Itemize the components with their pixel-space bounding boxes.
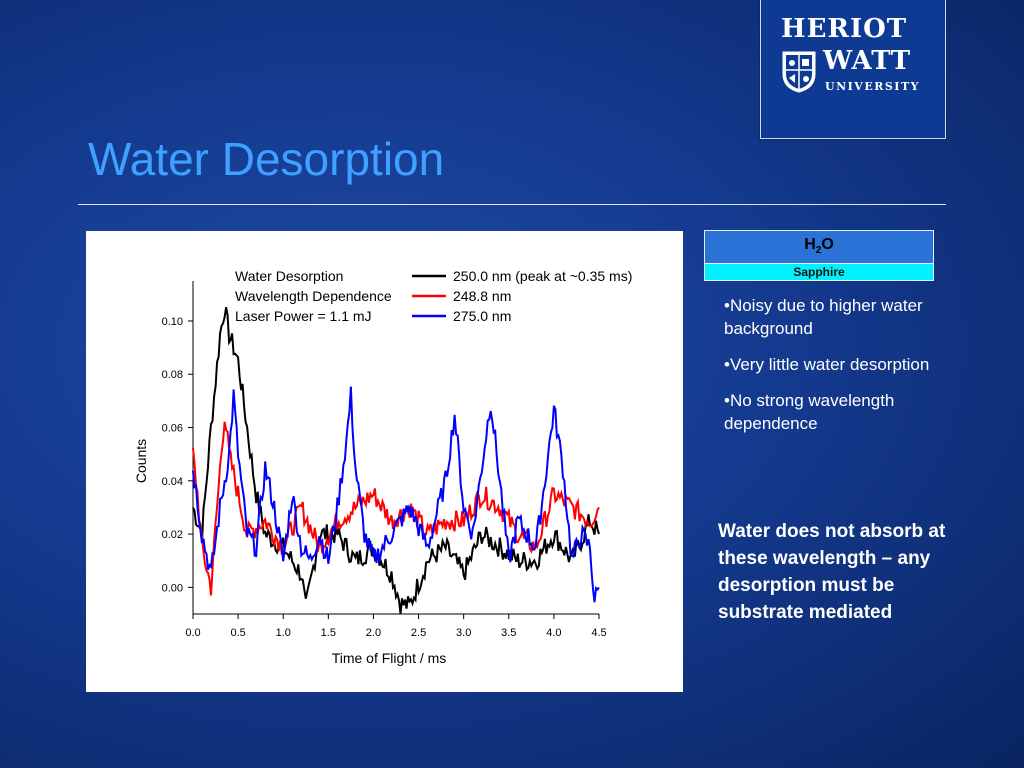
chart-panel: 0.0 0.5 1.0 1.5 2.0 2.5 3.0 3.5 4.0 4.5 0.00 0.02 0.… [86, 231, 683, 692]
series-line-1 [192, 421, 600, 596]
x-axis-label: Time of Flight / ms [332, 650, 447, 666]
x-tick-label: 4.0 [546, 627, 561, 639]
logo-text-watt: WATT [823, 46, 912, 76]
x-tick-label: 0.5 [230, 627, 245, 639]
y-tick-label: 0.10 [162, 316, 183, 328]
legend-title-line-2: Wavelength Dependence [235, 288, 392, 304]
series-line-0 [192, 307, 600, 614]
legend-title-line-3: Laser Power = 1.1 mJ [235, 308, 372, 324]
x-tick-label: 1.0 [276, 627, 291, 639]
x-tick-label: 2.0 [366, 627, 381, 639]
slide-title: Water Desorption [88, 133, 445, 185]
bullet-item: •Very little water desorption [724, 355, 930, 374]
y-tick-label: 0.06 [162, 423, 183, 435]
chart-axes [192, 281, 599, 615]
x-tick-label: 2.5 [411, 627, 426, 639]
x-tick-label: 4.5 [591, 627, 606, 639]
y-tick-label: 0.00 [162, 582, 183, 594]
logo-text-university: UNIVERSITY [825, 80, 920, 93]
x-tick-label: 3.5 [501, 627, 516, 639]
title-divider [78, 204, 946, 205]
y-tick-label: 0.04 [162, 476, 183, 488]
bullet-list: •Noisy due to higher water background •V… [724, 294, 944, 448]
x-tick-label: 1.5 [321, 627, 336, 639]
time-of-flight-chart: 0.0 0.5 1.0 1.5 2.0 2.5 3.0 3.5 4.0 4.5 0.00 0.02 0.… [133, 268, 632, 666]
y-tick-label: 0.02 [162, 529, 183, 541]
series-line-2 [192, 386, 600, 603]
heriot-watt-logo: HERIOT WATT UNIVERSITY [760, 0, 946, 139]
table-row-sapphire: Sapphire [705, 264, 933, 280]
table-header-h2o: H2O [705, 231, 933, 264]
bullet-item: •Noisy due to higher water background [724, 296, 923, 338]
legend-label-250nm: 250.0 nm (peak at ~0.35 ms) [453, 268, 632, 284]
y-tick-label: 0.08 [162, 369, 183, 381]
legend-label-248nm: 248.8 nm [453, 288, 511, 304]
x-tick-label: 0.0 [185, 627, 200, 639]
bullet-item: •No strong wavelength dependence [724, 391, 895, 433]
chart-legend: Water Desorption Wavelength Dependence L… [235, 268, 632, 324]
y-axis-label: Counts [133, 439, 149, 483]
sample-table: H2O Sapphire [704, 230, 934, 281]
legend-label-275nm: 275.0 nm [453, 308, 511, 324]
logo-text-heriot: HERIOT [781, 14, 908, 44]
x-tick-label: 3.0 [456, 627, 471, 639]
conclusion-text: Water does not absorb at these wavelengt… [718, 521, 946, 623]
crest-icon [782, 51, 816, 93]
legend-title-line-1: Water Desorption [235, 268, 343, 284]
